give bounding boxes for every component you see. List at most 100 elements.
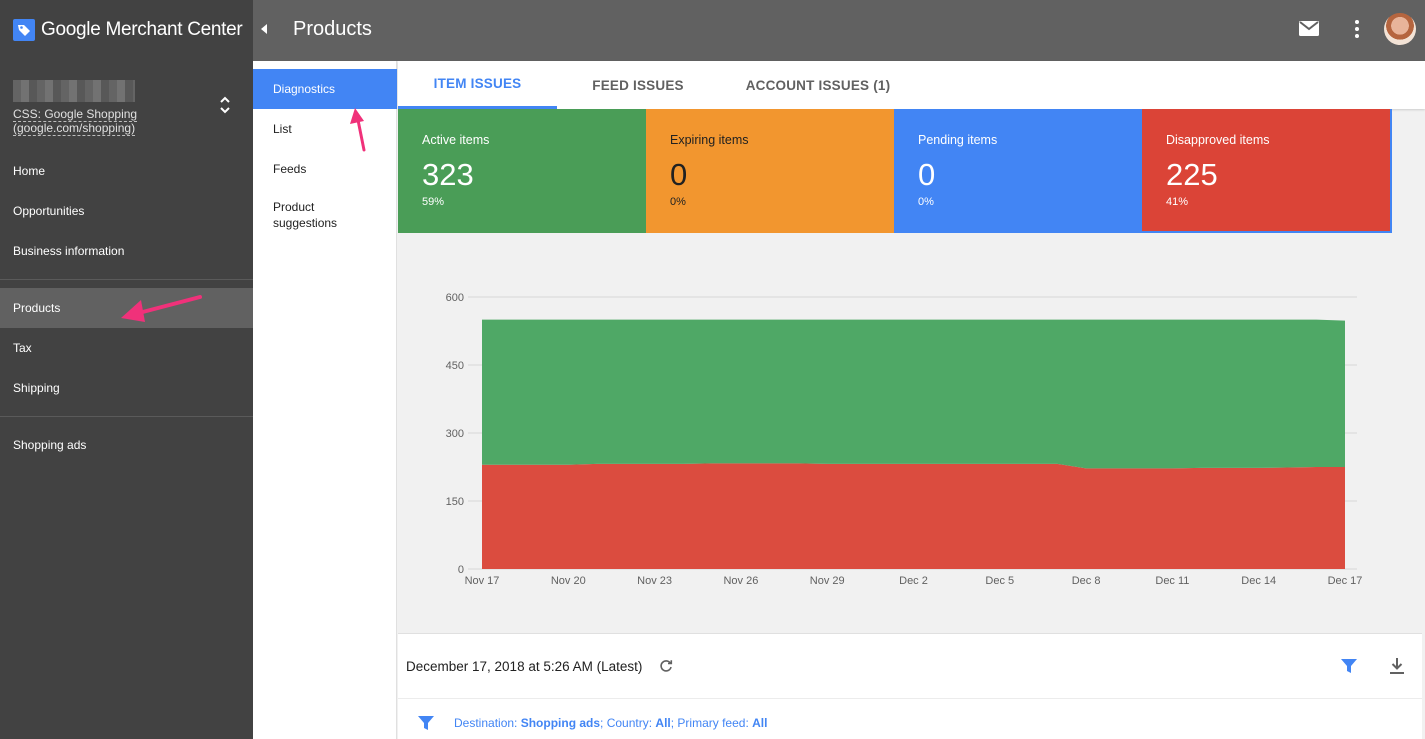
annotation-arrow-icon [350, 108, 366, 152]
x-tick-label: Nov 23 [637, 575, 672, 587]
left-sidebar: Google Merchant Center CSS: Google Shopp… [0, 0, 253, 739]
tab-account-issues[interactable]: ACCOUNT ISSUES (1) [738, 61, 898, 109]
filter-value: All [752, 716, 768, 730]
stat-label: Active items [422, 133, 490, 147]
products-subnav: Diagnostics List Feeds Product suggestio… [253, 61, 397, 739]
account-name-redacted [13, 80, 135, 102]
sidebar-item-shopping-ads[interactable]: Shopping ads [0, 425, 253, 465]
sidebar-item-label: Tax [13, 341, 32, 355]
x-tick-label: Nov 26 [723, 575, 758, 587]
sidebar-item-shipping[interactable]: Shipping [0, 368, 253, 408]
account-subtitle-line1: CSS: Google Shopping [13, 107, 138, 122]
sidebar-item-label: Shopping ads [13, 438, 87, 452]
subnav-item-label: Feeds [273, 162, 307, 176]
annotation-arrow-icon [121, 295, 202, 322]
tab-label: ITEM ISSUES [433, 76, 522, 91]
subnav-item-label: Diagnostics [273, 82, 336, 96]
stat-card-active[interactable]: Active items 323 59% [398, 109, 646, 233]
refresh-icon[interactable] [659, 659, 673, 673]
x-tick-label: Nov 17 [465, 575, 500, 587]
x-tick-label: Dec 8 [1072, 575, 1101, 587]
y-tick-label: 600 [446, 292, 464, 304]
stat-label: Pending items [918, 133, 998, 147]
filter-prefix: Destination: [454, 716, 521, 730]
tab-feed-issues[interactable]: FEED ISSUES [578, 61, 698, 109]
stat-percent: 0% [918, 196, 934, 208]
page-title: Products [293, 18, 372, 40]
sidebar-item-products[interactable]: Products [0, 288, 253, 328]
chart-series-area-0 [482, 463, 1345, 569]
download-icon[interactable] [1388, 657, 1406, 675]
stat-percent: 41% [1166, 196, 1189, 208]
tab-label: ACCOUNT ISSUES (1) [745, 77, 891, 93]
sidebar-item-tax[interactable]: Tax [0, 328, 253, 368]
mail-icon[interactable] [1298, 20, 1320, 37]
subnav-item-list[interactable]: List [253, 109, 397, 149]
active-filters-bar[interactable]: Destination: Shopping ads; Country: All;… [398, 698, 1422, 739]
stat-value: 225 [1166, 157, 1218, 192]
stat-percent: 59% [422, 196, 445, 208]
x-tick-label: Dec 17 [1328, 575, 1363, 587]
stacked-area-chart: 0 150 300 450 600 Nov 17 Nov 20 Nov 23 Nov 26 Nov… [446, 292, 1363, 587]
account-subtitle: CSS: Google Shopping (google.com/shoppin… [13, 107, 243, 136]
filter-icon[interactable] [417, 714, 435, 732]
stat-label: Disapproved items [1166, 133, 1270, 147]
stat-value: 323 [422, 157, 474, 192]
issue-tabs: ITEM ISSUES FEED ISSUES ACCOUNT ISSUES (… [398, 61, 1425, 109]
account-selector[interactable]: CSS: Google Shopping (google.com/shoppin… [13, 80, 243, 136]
sidebar-item-label: Home [13, 164, 46, 178]
stat-value: 0 [918, 157, 936, 192]
y-tick-label: 300 [446, 428, 464, 440]
filter-icon[interactable] [1340, 657, 1358, 675]
filter-value: Shopping ads [520, 716, 601, 730]
tab-label: FEED ISSUES [592, 77, 684, 93]
subnav-item-diagnostics[interactable]: Diagnostics [253, 69, 397, 109]
sidebar-divider [0, 279, 253, 280]
timestamp-bar: December 17, 2018 at 5:26 AM (Latest) [398, 633, 1422, 698]
top-header: Products [253, 0, 1425, 61]
subnav-item-product-suggestions[interactable]: Product suggestions [253, 199, 373, 231]
subnav-item-label: Product suggestions [273, 200, 338, 230]
sidebar-divider [0, 416, 253, 417]
x-tick-label: Dec 5 [985, 575, 1014, 587]
filter-prefix: ; Country: [600, 716, 656, 730]
avatar[interactable] [1384, 13, 1416, 45]
item-status-chart: 0 150 300 450 600 Nov 17 Nov 20 Nov 23 Nov 26 Nov… [398, 233, 1425, 633]
subnav-item-label: List [273, 122, 292, 136]
merchant-center-logo-icon [13, 19, 35, 41]
x-tick-label: Nov 20 [551, 575, 586, 587]
data-timestamp: December 17, 2018 at 5:26 AM (Latest) [406, 659, 643, 674]
chart-series-area-1 [482, 319, 1345, 469]
filter-value: All [655, 716, 671, 730]
collapse-sidebar-icon[interactable] [261, 24, 267, 34]
subnav-item-feeds[interactable]: Feeds [253, 149, 397, 189]
tab-item-issues[interactable]: ITEM ISSUES [398, 61, 557, 109]
y-tick-label: 150 [446, 496, 464, 508]
sidebar-item-business-information[interactable]: Business information [0, 231, 253, 271]
app-name[interactable]: Google Merchant Center [41, 19, 243, 40]
filter-prefix: ; Primary feed: [670, 716, 753, 730]
stat-card-pending[interactable]: Pending items 0 0% [894, 109, 1140, 233]
stat-card-expiring[interactable]: Expiring items 0 0% [646, 109, 894, 233]
sidebar-item-label: Products [13, 301, 61, 315]
stat-label: Expiring items [670, 133, 749, 147]
sidebar-item-label: Opportunities [13, 204, 85, 218]
filter-summary[interactable]: Destination: Shopping ads; Country: All;… [454, 716, 767, 730]
y-tick-label: 450 [446, 360, 464, 372]
account-subtitle-line2: (google.com/shopping) [13, 121, 136, 136]
sidebar-item-label: Shipping [13, 381, 60, 395]
more-vert-icon[interactable] [1354, 19, 1360, 39]
sidebar-item-label: Business information [13, 244, 125, 258]
x-tick-label: Dec 2 [899, 575, 928, 587]
x-tick-label: Nov 29 [810, 575, 845, 587]
stat-card-disapproved[interactable]: Disapproved items 225 41% [1140, 109, 1392, 233]
unfold-icon[interactable] [219, 94, 231, 116]
sidebar-item-opportunities[interactable]: Opportunities [0, 191, 253, 231]
y-tick-label: 0 [458, 564, 464, 576]
x-tick-label: Dec 14 [1241, 575, 1276, 587]
x-tick-label: Dec 11 [1155, 575, 1189, 587]
stat-percent: 0% [670, 196, 686, 208]
sidebar-item-home[interactable]: Home [0, 151, 253, 191]
brand-header: Google Merchant Center [0, 0, 253, 61]
stat-value: 0 [670, 157, 688, 192]
